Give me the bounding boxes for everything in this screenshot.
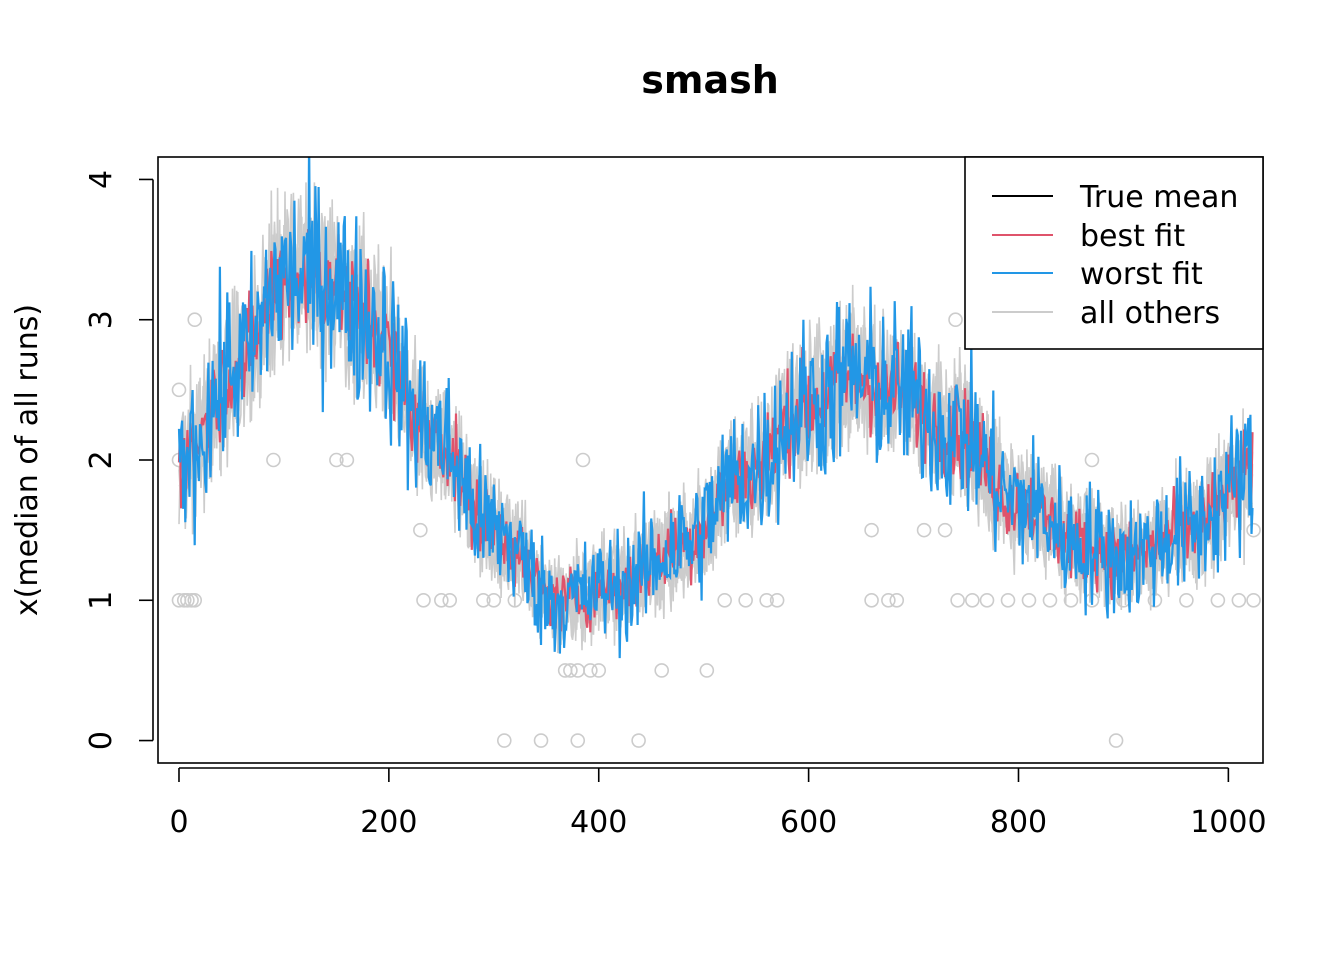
observation-point [339, 452, 355, 468]
observation-point [476, 592, 491, 608]
y-tick-label: 3 [84, 310, 119, 329]
y-tick-label: 1 [84, 591, 119, 610]
legend-label-true-mean: True mean [1079, 180, 1238, 215]
x-tick-label: 0 [169, 805, 188, 840]
observation-point [864, 592, 879, 608]
observation-point [1063, 592, 1079, 608]
observation-point [1231, 592, 1247, 608]
observation-point [1021, 592, 1037, 608]
observation-point [769, 592, 785, 608]
observation-point [171, 382, 187, 398]
x-tick-label: 1000 [1190, 805, 1266, 840]
y-axis: 0 1 2 3 4 [84, 170, 154, 750]
observation-point [496, 733, 512, 748]
observation-point [881, 592, 896, 608]
observation-point [1000, 592, 1016, 608]
observation-point [948, 312, 963, 328]
observation-point [1246, 522, 1261, 538]
observation-point [1042, 592, 1058, 608]
observation-point [486, 592, 502, 608]
observation-point [965, 592, 980, 608]
observation-point [1108, 733, 1124, 748]
y-tick-label: 0 [84, 731, 119, 750]
worst-fit-line [177, 157, 1254, 659]
observation-point [699, 663, 715, 678]
x-tick-label: 200 [360, 805, 417, 840]
observation-point [950, 592, 965, 608]
legend: True mean best fit worst fit all others [964, 156, 1264, 350]
x-tick-label: 600 [780, 805, 837, 840]
observation-point [329, 452, 344, 468]
y-tick-label: 4 [84, 170, 119, 189]
observation-point [738, 592, 753, 608]
y-tick-label: 2 [84, 450, 119, 469]
observation-point [180, 592, 195, 608]
observation-point [575, 452, 591, 468]
observation-point [1210, 592, 1226, 608]
observation-point [631, 733, 646, 748]
observation-points [171, 312, 1261, 748]
plot-frame [157, 156, 1264, 764]
observation-point [563, 663, 578, 678]
observation-point [1179, 592, 1194, 608]
observation-point [916, 522, 932, 538]
legend-label-all-others: all others [1080, 296, 1220, 331]
observation-point [1084, 452, 1100, 468]
observation-point [759, 592, 774, 608]
observation-point [570, 733, 586, 748]
x-tick-label: 400 [570, 805, 627, 840]
observation-point [442, 592, 458, 608]
legend-box [964, 156, 1264, 350]
observation-point [1246, 592, 1261, 608]
y-axis-label: x(median of all runs) [10, 304, 45, 616]
x-axis: 0 200 400 600 800 1000 [169, 767, 1267, 840]
observation-point [717, 592, 732, 608]
observation-point [889, 592, 905, 608]
chart-title: smash [641, 58, 779, 102]
legend-label-best-fit: best fit [1080, 219, 1185, 254]
observation-point [937, 522, 953, 538]
observation-point [187, 592, 203, 608]
observation-point [583, 663, 598, 678]
observation-point [413, 522, 428, 538]
observation-point [266, 452, 281, 468]
worst-fit-series [177, 157, 1254, 659]
observation-point [533, 733, 549, 748]
x-tick-label: 800 [990, 805, 1047, 840]
observation-point [654, 663, 670, 678]
legend-label-worst-fit: worst fit [1080, 257, 1203, 292]
observation-point [416, 592, 431, 608]
observation-point [864, 522, 879, 538]
observation-point [591, 663, 607, 678]
observation-point [979, 592, 995, 608]
observation-point [434, 592, 449, 608]
observation-point [187, 312, 203, 328]
